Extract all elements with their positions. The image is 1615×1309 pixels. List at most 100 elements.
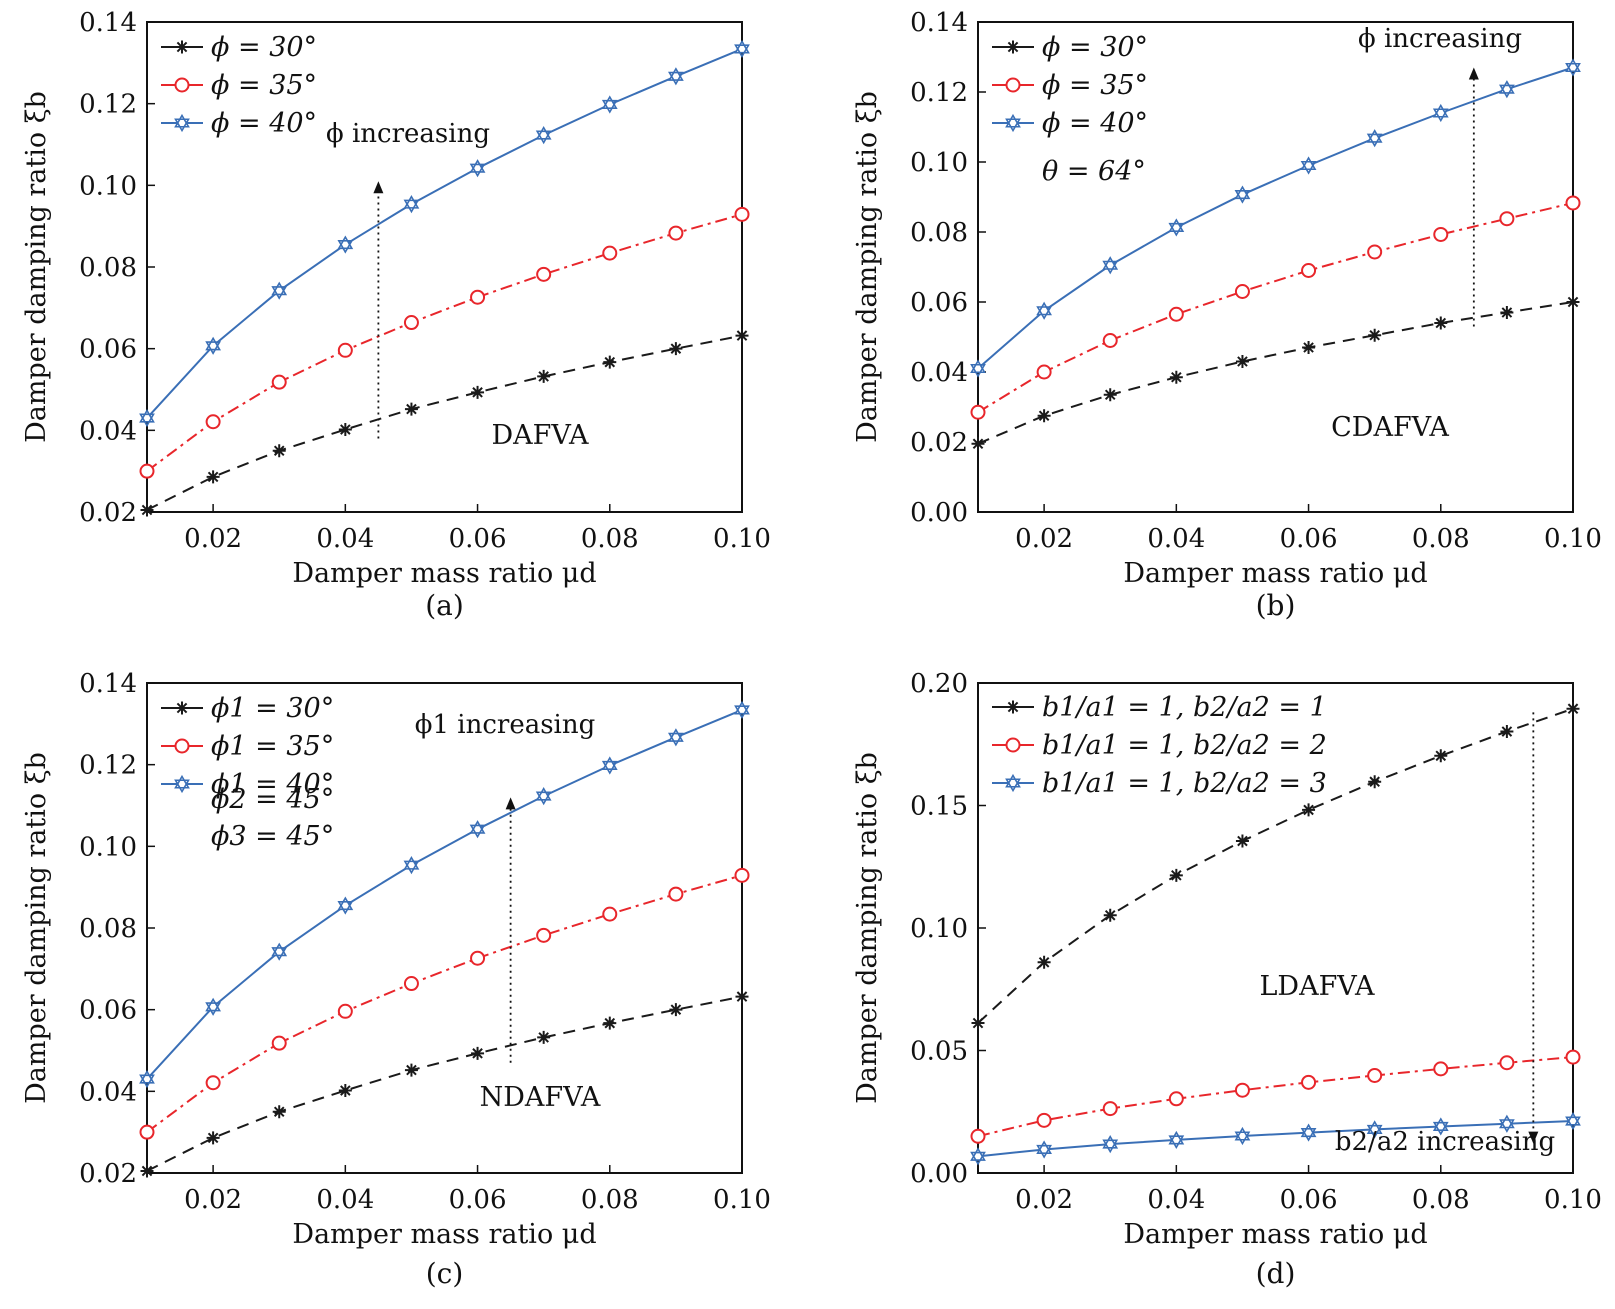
series-line — [146, 995, 743, 1172]
data-point — [403, 976, 419, 992]
series-3 — [139, 700, 750, 1089]
chart-panel-d: 0.02 0.04 0.06 0.08 0.10 0.00 0.05 0.10 0.15 0.20… — [852, 669, 1602, 1290]
x-tick-label: 0.04 — [1147, 1185, 1205, 1215]
y-tick-label: 0.12 — [79, 751, 137, 781]
increasing-annotation: b2/a2 increasing — [1335, 1127, 1555, 1157]
data-point — [669, 1003, 683, 1017]
data-point — [272, 1105, 286, 1119]
legend-extra-label: ϕ3 = 45° — [211, 821, 334, 852]
data-point — [1301, 1074, 1317, 1090]
data-point — [1301, 263, 1317, 278]
series-2 — [139, 206, 750, 479]
series-line — [146, 874, 743, 1133]
data-point — [601, 760, 618, 775]
data-point — [734, 44, 750, 59]
y-tick-label: 0.12 — [910, 78, 968, 108]
data-point — [271, 947, 288, 961]
x-tick-label: 0.06 — [449, 1185, 507, 1215]
legend-label: b1/a1 = 1, b2/a2 = 2 — [1042, 730, 1327, 761]
data-point — [1103, 388, 1117, 402]
y-tick-label: 0.15 — [910, 792, 968, 822]
data-point — [1234, 1131, 1251, 1146]
data-point — [1036, 364, 1052, 380]
x-tick-label: 0.10 — [713, 1185, 771, 1215]
y-axis-label: Damper damping ratio ξb — [21, 752, 52, 1104]
data-point — [1499, 84, 1515, 99]
series-1 — [140, 990, 749, 1178]
legend-extra-label: θ = 64° — [1042, 156, 1146, 187]
data-point — [205, 1002, 221, 1016]
increasing-arrow-head — [1468, 67, 1479, 80]
x-tick-label: 0.08 — [581, 1185, 639, 1215]
data-point — [668, 886, 684, 902]
x-tick-label: 0.08 — [581, 524, 639, 554]
legend-label: ϕ1 = 40° — [211, 769, 334, 800]
y-axis-label: Damper damping ratio ξb — [852, 91, 883, 443]
data-point — [1036, 306, 1052, 320]
x-tick-label: 0.08 — [1412, 1185, 1470, 1215]
legend-label: ϕ = 35° — [1042, 70, 1148, 101]
data-point — [537, 369, 551, 383]
data-point — [206, 470, 220, 484]
panel-inner-label: NDAFVA — [480, 1082, 601, 1113]
chart-panel-a: 0.02 0.04 0.06 0.08 0.10 0.02 0.04 0.06 0.08 0.10… — [21, 8, 771, 622]
y-tick-label: 0.08 — [79, 914, 137, 944]
data-point — [601, 99, 618, 114]
data-point — [139, 463, 155, 479]
x-tick-label: 0.04 — [1147, 524, 1205, 554]
x-tick-label: 0.04 — [316, 524, 374, 554]
y-tick-label: 0.02 — [79, 498, 137, 528]
increasing-annotation: ϕ1 increasing — [415, 710, 596, 740]
data-point — [471, 1046, 485, 1060]
legend-extra-label: ϕ2 = 45° — [211, 784, 334, 815]
data-point — [471, 385, 485, 399]
y-tick-label: 0.02 — [79, 1159, 137, 1189]
data-point — [205, 1075, 221, 1091]
data-point — [1565, 195, 1581, 211]
y-tick-label: 0.10 — [79, 832, 137, 862]
legend-marker — [174, 118, 190, 133]
data-point — [1036, 1144, 1052, 1159]
data-point — [971, 437, 985, 451]
data-point — [470, 289, 486, 305]
data-point — [603, 1016, 617, 1030]
data-point — [337, 239, 354, 254]
data-point — [734, 867, 750, 883]
data-point — [669, 342, 683, 356]
data-point — [1234, 284, 1250, 299]
data-point — [535, 130, 552, 145]
data-point — [271, 1035, 287, 1051]
panel-caption: (a) — [425, 589, 464, 622]
data-point — [1037, 409, 1051, 423]
data-point — [139, 413, 155, 428]
data-point — [535, 791, 552, 806]
panel-inner-label: DAFVA — [491, 420, 589, 451]
y-tick-label: 0.20 — [910, 669, 968, 699]
x-axis-label: Damper mass ratio μd — [292, 1219, 596, 1250]
x-tick-label: 0.02 — [184, 524, 242, 554]
data-point — [1235, 834, 1249, 848]
legend-marker — [174, 77, 190, 93]
legend-label: ϕ = 30° — [1042, 32, 1148, 63]
y-tick-label: 0.12 — [79, 90, 137, 120]
series-2 — [970, 1049, 1581, 1144]
y-tick-label: 0.06 — [910, 288, 968, 318]
increasing-arrow-head — [1528, 1131, 1539, 1144]
data-point — [970, 363, 986, 378]
y-tick-label: 0.10 — [79, 171, 137, 201]
data-point — [272, 444, 286, 458]
data-point — [1566, 295, 1580, 309]
data-point — [1566, 702, 1580, 716]
data-point — [1169, 868, 1183, 882]
data-point — [1432, 108, 1449, 123]
data-point — [1168, 306, 1184, 322]
data-point — [602, 906, 618, 922]
series-3 — [970, 1111, 1581, 1166]
data-point — [602, 245, 618, 261]
y-axis-label: Damper damping ratio ξb — [21, 91, 52, 443]
data-point — [337, 342, 353, 358]
series-line — [977, 301, 1574, 445]
increasing-annotation: ϕ increasing — [1358, 24, 1522, 54]
legend-label: ϕ = 30° — [211, 32, 317, 63]
